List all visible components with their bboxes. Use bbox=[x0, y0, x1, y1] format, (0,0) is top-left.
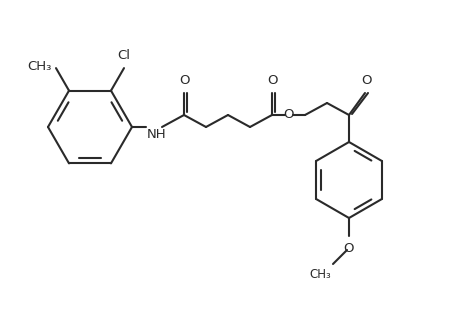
Text: CH₃: CH₃ bbox=[28, 60, 52, 73]
Text: NH: NH bbox=[147, 128, 167, 141]
Text: O: O bbox=[267, 74, 277, 87]
Text: Cl: Cl bbox=[117, 49, 130, 62]
Text: O: O bbox=[179, 74, 189, 87]
Text: CH₃: CH₃ bbox=[309, 268, 331, 281]
Text: O: O bbox=[284, 109, 294, 121]
Text: O: O bbox=[344, 242, 354, 255]
Text: O: O bbox=[362, 74, 372, 87]
